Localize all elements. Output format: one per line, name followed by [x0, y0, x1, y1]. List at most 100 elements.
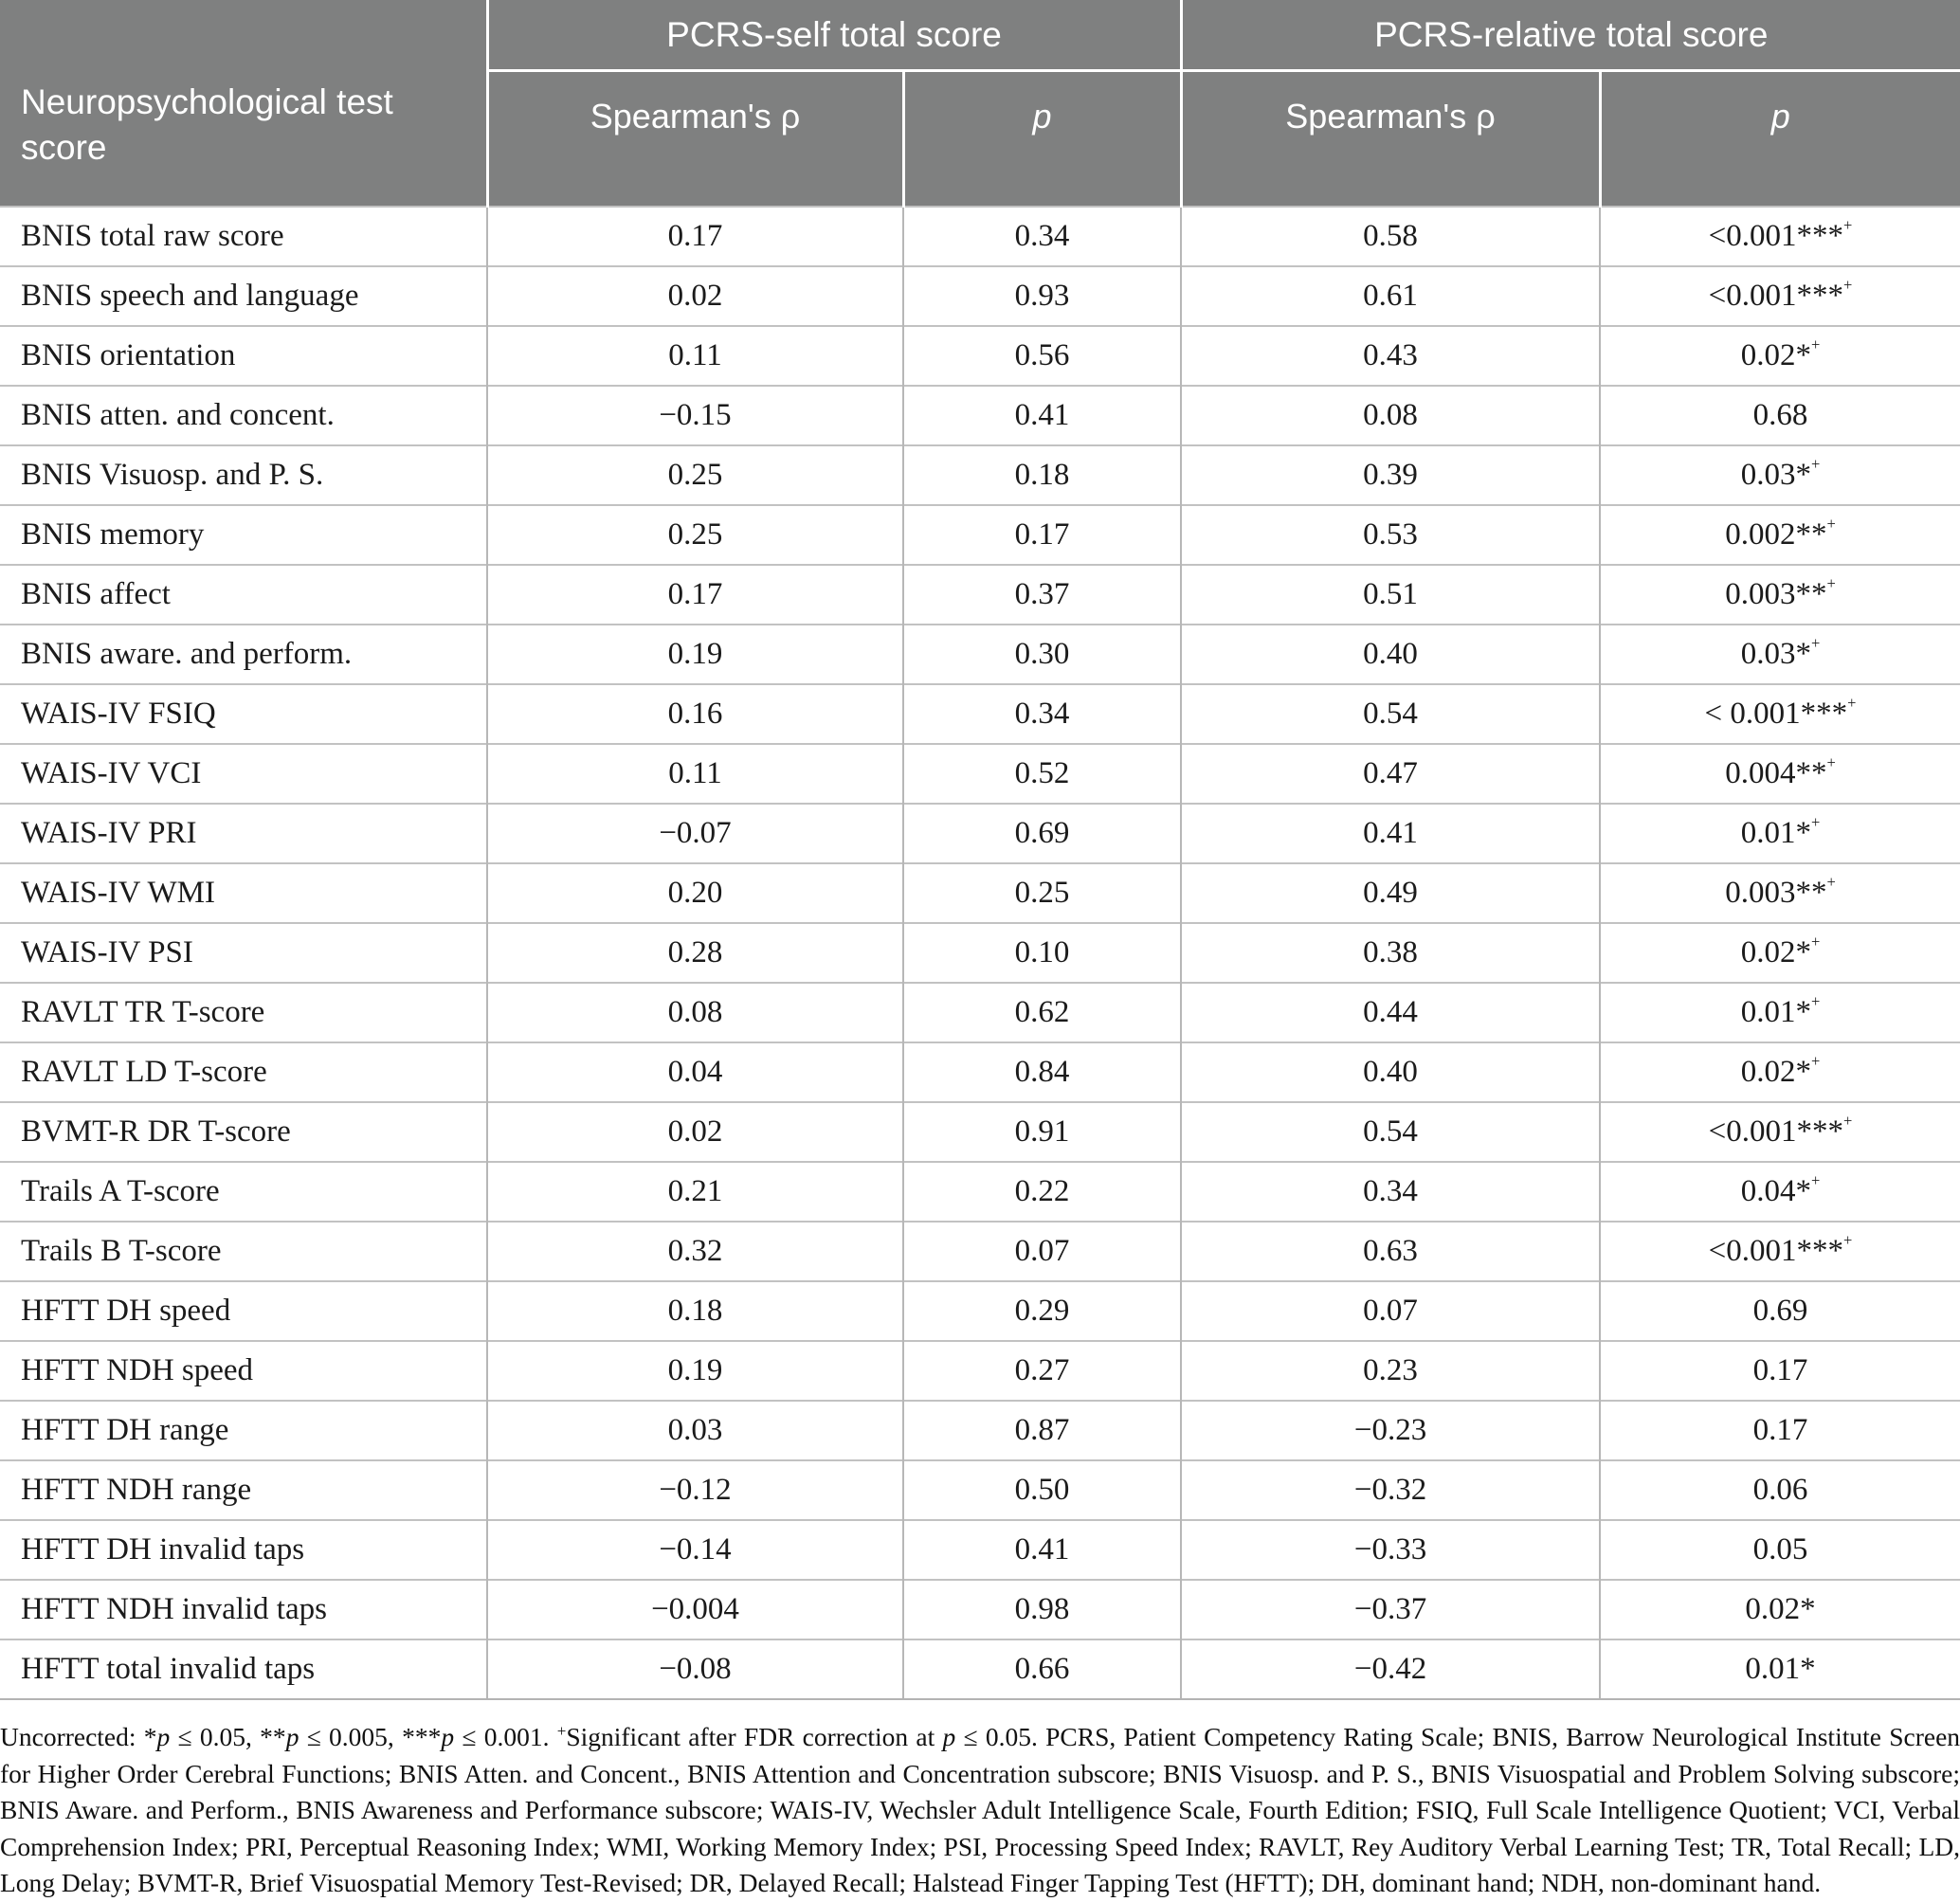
relative-p-value: 0.68: [1599, 385, 1960, 445]
fdr-plus-superscript: +: [1810, 335, 1821, 353]
relative-p-value: 0.02*: [1599, 1579, 1960, 1639]
self-rho-value: 0.25: [486, 444, 903, 505]
relative-p-value: 0.02*+: [1599, 922, 1960, 983]
relative-p-value: 0.004**+: [1599, 743, 1960, 804]
relative-rho-value: 0.40: [1180, 1042, 1601, 1102]
relative-p-value: 0.03*+: [1599, 624, 1960, 684]
self-p-value: 0.87: [901, 1400, 1182, 1460]
relative-p-text: 0.002**: [1725, 517, 1827, 552]
table-row: WAIS-IV VCI 0.11 0.52 0.47 0.004**+: [0, 743, 1960, 804]
table-row: BNIS Visuosp. and P. S. 0.25 0.18 0.39 0…: [0, 444, 1960, 505]
relative-p-text: 0.69: [1752, 1294, 1808, 1328]
self-p-value: 0.07: [901, 1221, 1182, 1281]
subheader-self-spearman-rho: Spearman's ρ: [487, 70, 903, 207]
relative-rho-value: 0.61: [1180, 265, 1601, 326]
fdr-plus-superscript: +: [1847, 693, 1857, 712]
relative-rho-value: 0.54: [1180, 683, 1601, 744]
relative-p-text: <0.001***: [1708, 279, 1844, 313]
row-label: RAVLT TR T-score: [0, 982, 487, 1042]
self-p-value: 0.25: [901, 862, 1182, 923]
relative-rho-value: −0.33: [1180, 1519, 1601, 1580]
relative-p-text: 0.003**: [1725, 876, 1827, 910]
relative-p-value: 0.003**+: [1599, 564, 1960, 625]
fdr-plus-superscript: +: [1826, 752, 1836, 771]
table-row: HFTT DH range 0.03 0.87 −0.23 0.17: [0, 1400, 1960, 1460]
row-label: BNIS aware. and perform.: [0, 624, 487, 684]
relative-rho-value: 0.07: [1180, 1280, 1601, 1341]
relative-rho-value: −0.32: [1180, 1459, 1601, 1520]
row-label: BNIS speech and language: [0, 265, 487, 326]
self-rho-value: 0.11: [486, 743, 903, 804]
self-rho-value: 0.19: [486, 1340, 903, 1401]
relative-p-value: <0.001***+: [1599, 206, 1960, 266]
table-row: HFTT NDH invalid taps −0.004 0.98 −0.37 …: [0, 1579, 1960, 1639]
relative-rho-value: 0.49: [1180, 862, 1601, 923]
self-p-value: 0.18: [901, 444, 1182, 505]
self-p-value: 0.98: [901, 1579, 1182, 1639]
row-label: BNIS memory: [0, 504, 487, 565]
relative-p-value: <0.001***+: [1599, 265, 1960, 326]
fdr-plus-superscript: +: [1843, 1230, 1853, 1249]
relative-rho-value: 0.08: [1180, 385, 1601, 445]
relative-p-value: 0.17: [1599, 1340, 1960, 1401]
relative-p-text: 0.01*: [1740, 816, 1811, 850]
self-rho-value: 0.11: [486, 325, 903, 386]
self-rho-value: 0.02: [486, 265, 903, 326]
fdr-plus-superscript: +: [1826, 573, 1836, 592]
relative-rho-value: 0.53: [1180, 504, 1601, 565]
row-label: Trails A T-score: [0, 1161, 487, 1222]
self-rho-value: −0.08: [486, 1639, 903, 1700]
subheader-relative-p: p: [1598, 70, 1960, 207]
relative-rho-value: −0.37: [1180, 1579, 1601, 1639]
self-rho-value: −0.15: [486, 385, 903, 445]
row-label: HFTT DH range: [0, 1400, 487, 1460]
table-body: BNIS total raw score 0.17 0.34 0.58 <0.0…: [0, 206, 1960, 1700]
row-label: BNIS Visuosp. and P. S.: [0, 444, 487, 505]
self-p-value: 0.52: [901, 743, 1182, 804]
relative-rho-value: 0.51: [1180, 564, 1601, 625]
self-p-value: 0.41: [901, 1519, 1182, 1580]
self-p-value: 0.84: [901, 1042, 1182, 1102]
table-row: HFTT DH speed 0.18 0.29 0.07 0.69: [0, 1280, 1960, 1341]
relative-rho-value: 0.41: [1180, 803, 1601, 863]
row-label: RAVLT LD T-score: [0, 1042, 487, 1102]
fdr-plus-superscript: +: [1810, 812, 1821, 831]
relative-p-value: 0.04*+: [1599, 1161, 1960, 1222]
footnote: Uncorrected: *p ≤ 0.05, **p ≤ 0.005, ***…: [0, 1722, 1960, 1898]
relative-p-text: 0.17: [1752, 1353, 1808, 1387]
relative-p-text: 0.02*: [1740, 1055, 1811, 1089]
table-row: BNIS orientation 0.11 0.56 0.43 0.02*+: [0, 325, 1960, 386]
self-p-value: 0.29: [901, 1280, 1182, 1341]
self-p-value: 0.27: [901, 1340, 1182, 1401]
relative-p-text: 0.03*: [1740, 458, 1811, 492]
fdr-plus-superscript: +: [1843, 215, 1853, 234]
relative-p-value: 0.69: [1599, 1280, 1960, 1341]
self-rho-value: −0.12: [486, 1459, 903, 1520]
self-rho-value: 0.08: [486, 982, 903, 1042]
row-label: HFTT DH invalid taps: [0, 1519, 487, 1580]
table-row: WAIS-IV PRI −0.07 0.69 0.41 0.01*+: [0, 803, 1960, 863]
table-row: WAIS-IV FSIQ 0.16 0.34 0.54 < 0.001***+: [0, 683, 1960, 744]
row-label: BNIS orientation: [0, 325, 487, 386]
self-rho-value: −0.07: [486, 803, 903, 863]
relative-rho-value: 0.40: [1180, 624, 1601, 684]
row-label: WAIS-IV PSI: [0, 922, 487, 983]
self-p-value: 0.41: [901, 385, 1182, 445]
subheader-self-p: p: [901, 70, 1182, 207]
table-row: WAIS-IV PSI 0.28 0.10 0.38 0.02*+: [0, 922, 1960, 983]
row-label: HFTT NDH speed: [0, 1340, 487, 1401]
self-rho-value: 0.28: [486, 922, 903, 983]
self-p-value: 0.66: [901, 1639, 1182, 1700]
self-p-value: 0.37: [901, 564, 1182, 625]
relative-p-text: 0.05: [1752, 1532, 1808, 1567]
fdr-plus-superscript: +: [1843, 1111, 1853, 1130]
self-rho-value: 0.21: [486, 1161, 903, 1222]
self-rho-value: 0.16: [486, 683, 903, 744]
self-rho-value: 0.18: [486, 1280, 903, 1341]
relative-p-text: 0.02*: [1745, 1592, 1816, 1626]
table-row: Trails A T-score 0.21 0.22 0.34 0.04*+: [0, 1161, 1960, 1222]
row-label: WAIS-IV WMI: [0, 862, 487, 923]
relative-rho-value: 0.54: [1180, 1101, 1601, 1162]
relative-p-value: 0.02*+: [1599, 325, 1960, 386]
row-label: Trails B T-score: [0, 1221, 487, 1281]
